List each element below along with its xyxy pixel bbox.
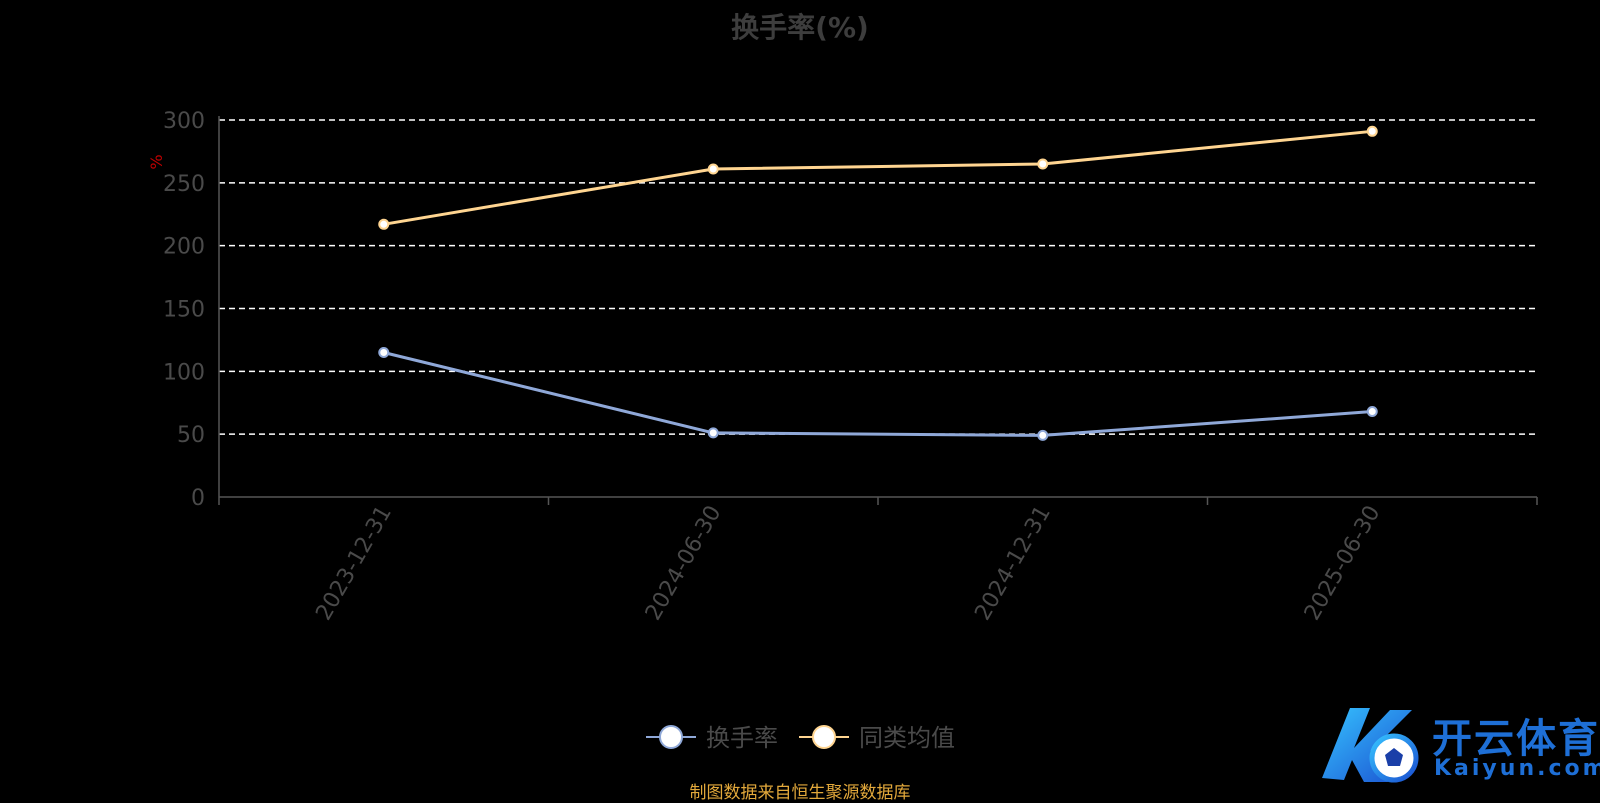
brand-name-en: Kaiyun.com: [1434, 756, 1600, 781]
legend-label-1: 同类均值: [859, 724, 955, 752]
y-tick-label-100: 100: [163, 360, 205, 385]
x-tick-label-2025-06-30: 2025-06-30: [1300, 502, 1386, 625]
y-tick-label-300: 300: [163, 109, 205, 134]
y-tick-label-0: 0: [191, 486, 205, 511]
series-line-1: [383, 129, 1373, 226]
data-point-1-3: [1366, 125, 1378, 137]
x-tick-label-2024-12-31: 2024-12-31: [970, 502, 1056, 625]
data-point-1-2: [1037, 158, 1049, 170]
series-line-0: [383, 351, 1373, 437]
data-point-0-1: [707, 427, 719, 439]
brand-name-cn: 开云体育: [1432, 716, 1600, 762]
kaiyun-logo-icon: [1322, 708, 1419, 783]
x-tick-label-2023-12-31: 2023-12-31: [311, 502, 397, 625]
data-point-0-3: [1366, 406, 1378, 418]
data-point-0-2: [1037, 429, 1049, 441]
legend-label-0: 换手率: [706, 724, 778, 752]
y-tick-label-150: 150: [163, 298, 205, 323]
legend-marker-1: [812, 725, 836, 749]
x-tick-label-2024-06-30: 2024-06-30: [641, 502, 727, 625]
y-tick-label-50: 50: [177, 423, 205, 448]
y-tick-label-250: 250: [163, 172, 205, 197]
data-source-note: 制图数据来自恒生聚源数据库: [689, 783, 911, 803]
chart-title: 换手率(%): [731, 11, 869, 44]
y-axis-label: %: [147, 154, 166, 169]
legend-marker-0: [659, 725, 683, 749]
data-point-1-1: [707, 163, 719, 175]
y-tick-label-200: 200: [163, 235, 205, 260]
data-point-1-0: [378, 218, 390, 230]
data-point-0-0: [378, 346, 390, 358]
